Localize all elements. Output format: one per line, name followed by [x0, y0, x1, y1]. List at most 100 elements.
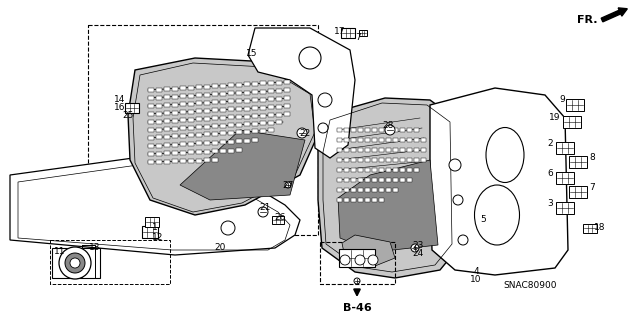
Bar	[220, 100, 226, 104]
Bar	[228, 83, 234, 87]
Bar	[204, 85, 210, 89]
Circle shape	[258, 207, 268, 217]
Bar	[145, 217, 159, 227]
Bar	[407, 158, 412, 162]
Bar	[365, 128, 370, 132]
Bar	[337, 178, 342, 182]
Bar	[125, 103, 139, 113]
Bar	[407, 178, 412, 182]
Bar	[204, 93, 210, 97]
Polygon shape	[128, 58, 320, 215]
Bar	[188, 118, 194, 122]
Bar	[365, 178, 370, 182]
Text: 6: 6	[547, 169, 553, 179]
Bar	[284, 96, 290, 100]
Bar	[212, 140, 218, 145]
Bar	[212, 84, 218, 88]
Circle shape	[354, 278, 360, 284]
Bar	[407, 138, 412, 142]
Bar	[386, 138, 391, 142]
Circle shape	[355, 255, 365, 265]
Bar	[236, 130, 242, 134]
Bar	[148, 96, 154, 100]
Bar	[212, 108, 218, 112]
Bar	[407, 168, 412, 172]
Bar	[236, 99, 242, 103]
Bar	[372, 178, 377, 182]
Bar	[180, 110, 186, 114]
Bar	[358, 138, 363, 142]
Bar	[172, 119, 178, 122]
Bar	[172, 127, 178, 130]
Bar	[204, 150, 210, 153]
Polygon shape	[318, 98, 458, 278]
Bar	[188, 150, 194, 154]
Polygon shape	[430, 88, 568, 275]
Text: 25: 25	[122, 112, 134, 121]
Bar	[276, 120, 282, 124]
Text: 10: 10	[470, 276, 482, 285]
Bar	[236, 123, 242, 127]
Bar	[344, 138, 349, 142]
Bar	[386, 128, 391, 132]
Text: 13: 13	[89, 243, 100, 253]
Bar	[164, 151, 170, 155]
Bar	[204, 125, 210, 129]
Bar	[320, 242, 395, 284]
Circle shape	[297, 128, 307, 138]
Bar	[569, 186, 587, 198]
Bar	[365, 138, 370, 142]
Bar	[148, 144, 154, 148]
Bar	[344, 148, 349, 152]
Bar	[351, 168, 356, 172]
Bar	[196, 141, 202, 145]
Text: 11: 11	[54, 248, 66, 256]
Bar	[372, 188, 377, 192]
Bar	[244, 115, 250, 119]
Bar	[236, 107, 242, 111]
Bar	[400, 128, 405, 132]
Bar	[252, 138, 258, 142]
Bar	[414, 128, 419, 132]
Bar	[276, 97, 282, 101]
Bar	[156, 160, 162, 164]
Bar	[344, 188, 349, 192]
Bar	[260, 106, 266, 110]
Bar	[372, 128, 377, 132]
Text: 7: 7	[355, 33, 361, 42]
Bar	[421, 138, 426, 142]
Bar	[148, 136, 154, 140]
Bar	[156, 112, 162, 115]
Bar	[337, 198, 342, 202]
Bar	[393, 138, 398, 142]
Bar	[252, 82, 258, 86]
Bar	[228, 131, 234, 135]
Bar	[358, 188, 363, 192]
Bar	[260, 121, 266, 125]
Bar	[276, 105, 282, 109]
Bar	[284, 88, 290, 92]
Bar	[344, 128, 349, 132]
Bar	[400, 148, 405, 152]
Bar	[276, 89, 282, 93]
Bar	[156, 120, 162, 123]
Bar	[365, 168, 370, 172]
Bar	[414, 138, 419, 142]
Bar	[142, 226, 158, 238]
Bar	[260, 114, 266, 118]
Bar	[180, 126, 186, 130]
Text: 18: 18	[595, 224, 605, 233]
Bar	[276, 80, 282, 85]
Bar	[414, 158, 419, 162]
Text: 19: 19	[549, 114, 561, 122]
Bar	[284, 104, 290, 108]
Ellipse shape	[486, 128, 524, 182]
Bar	[228, 123, 234, 127]
Text: 22: 22	[300, 129, 310, 137]
Bar	[556, 202, 574, 214]
Bar	[156, 128, 162, 131]
Bar	[196, 125, 202, 129]
Bar	[268, 113, 274, 117]
Bar	[260, 98, 266, 102]
Polygon shape	[338, 160, 438, 252]
